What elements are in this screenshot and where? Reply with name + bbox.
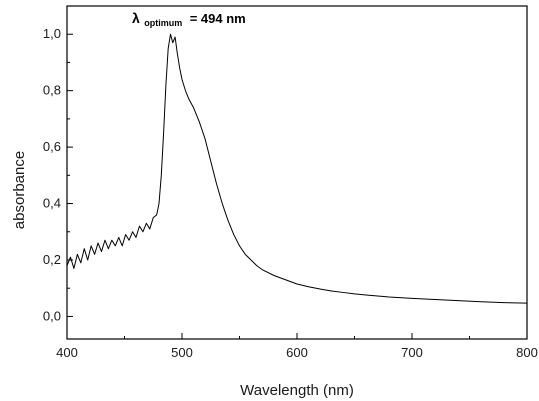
y-tick-label: 0,2 bbox=[43, 252, 61, 267]
x-tick-labels: 400 500 600 700 800 bbox=[56, 345, 538, 360]
x-tick-label: 800 bbox=[516, 345, 538, 360]
x-tick-label: 400 bbox=[56, 345, 78, 360]
y-tick-label: 1,0 bbox=[43, 26, 61, 41]
optimum-annotation: λ optimum = 494 nm bbox=[132, 10, 246, 30]
y-tick-label: 0,8 bbox=[43, 83, 61, 98]
y-tick-label: 0,0 bbox=[43, 308, 61, 323]
x-tick-label: 700 bbox=[401, 345, 423, 360]
x-axis-title: Wavelength (nm) bbox=[240, 382, 354, 399]
y-tick-label: 0,4 bbox=[43, 196, 61, 211]
x-tick-label: 600 bbox=[286, 345, 308, 360]
x-tick-label: 500 bbox=[171, 345, 193, 360]
y-tick-label: 0,6 bbox=[43, 139, 61, 154]
annotation-lambda: λ bbox=[132, 10, 140, 26]
y-axis-title: absorbance bbox=[11, 151, 28, 229]
absorbance-curve bbox=[66, 33, 528, 304]
plot-frame bbox=[66, 5, 528, 340]
annotation-value: = 494 nm bbox=[190, 11, 246, 26]
axis-ticks bbox=[66, 33, 528, 339]
annotation-subscript: optimum bbox=[144, 18, 182, 28]
y-tick-labels: 0,0 0,2 0,4 0,6 0,8 1,0 bbox=[43, 26, 61, 323]
